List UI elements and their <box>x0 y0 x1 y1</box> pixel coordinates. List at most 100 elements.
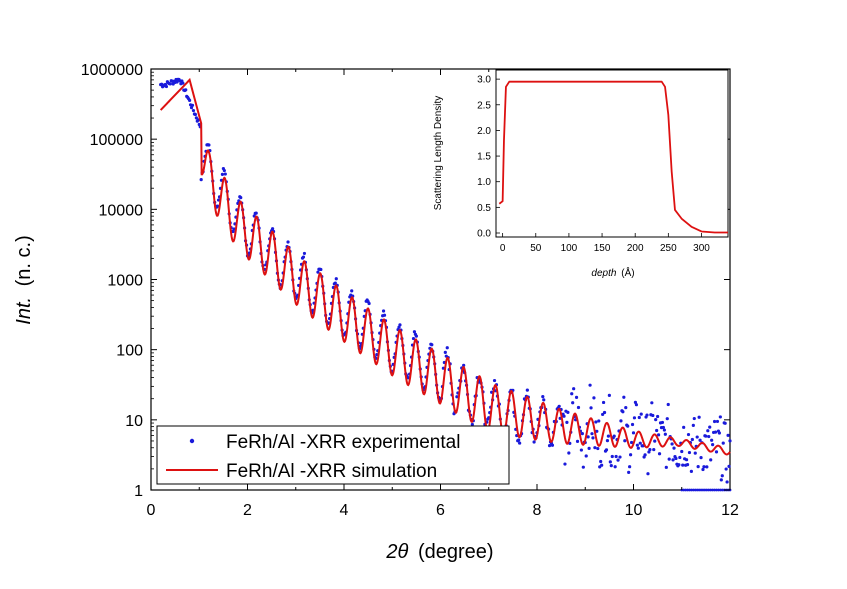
experimental-point <box>651 413 655 418</box>
experimental-point <box>629 453 633 457</box>
experimental-point <box>717 431 721 435</box>
experimental-point <box>445 346 449 350</box>
legend: FeRh/Al -XRR experimental FeRh/Al -XRR s… <box>156 425 510 485</box>
experimental-point <box>697 415 701 419</box>
inset-y-tick-label: 0.5 <box>477 203 491 214</box>
y-tick-label: 10 <box>125 413 143 430</box>
experimental-point <box>636 446 640 450</box>
experimental-point <box>164 84 169 89</box>
experimental-point <box>334 277 338 281</box>
inset-x-axis-ticks: 0 50 100 150 200 250 300 <box>500 233 710 254</box>
experimental-point <box>622 395 626 399</box>
experimental-point <box>443 350 447 354</box>
experimental-point <box>232 227 236 231</box>
experimental-point <box>715 488 718 492</box>
experimental-point <box>692 416 696 421</box>
experimental-point <box>677 463 681 467</box>
experimental-point <box>713 488 716 492</box>
experimental-point <box>301 255 306 259</box>
experimental-point <box>607 393 611 397</box>
experimental-point <box>596 446 600 451</box>
experimental-point <box>525 388 529 392</box>
experimental-point <box>319 267 323 272</box>
experimental-point <box>696 464 700 469</box>
inset-y-tick-label: 0.0 <box>477 229 491 240</box>
experimental-point <box>239 196 243 200</box>
y-tick-label: 1 <box>134 483 143 500</box>
experimental-point <box>718 488 722 492</box>
experimental-point <box>616 458 620 462</box>
experimental-point <box>695 435 699 439</box>
experimental-point <box>381 309 386 313</box>
experimental-point <box>254 211 258 215</box>
experimental-point <box>680 449 684 454</box>
experimental-point <box>220 172 225 177</box>
y-axis-title: Int. (n. c.) <box>13 235 35 324</box>
experimental-point <box>542 398 546 402</box>
experimental-point <box>350 289 354 293</box>
experimental-point <box>492 378 497 383</box>
experimental-point <box>601 400 606 405</box>
experimental-point <box>693 451 697 455</box>
experimental-point <box>587 446 591 450</box>
y-tick-label: 100 <box>116 343 143 360</box>
experimental-point <box>650 401 654 405</box>
experimental-point <box>606 434 611 438</box>
experimental-point <box>599 459 603 464</box>
experimental-point <box>660 420 665 425</box>
experimental-point <box>593 446 597 450</box>
experimental-point <box>656 414 660 419</box>
experimental-point <box>711 488 715 492</box>
experimental-point <box>689 469 694 473</box>
y-axis-unit: (n. c.) <box>13 235 35 286</box>
experimental-point <box>706 429 710 433</box>
experimental-point <box>592 396 596 400</box>
experimental-point <box>691 488 695 492</box>
experimental-point <box>704 434 708 438</box>
experimental-point <box>580 432 584 436</box>
experimental-point <box>181 81 185 85</box>
experimental-point <box>693 488 697 492</box>
experimental-point <box>589 406 593 410</box>
x-tick-label: 2 <box>243 502 252 519</box>
experimental-point <box>703 488 707 492</box>
inset-x-tick-label: 250 <box>660 243 677 254</box>
experimental-point <box>637 415 641 420</box>
experimental-point <box>682 488 686 492</box>
experimental-point <box>470 422 474 427</box>
experimental-point <box>333 281 337 285</box>
inset-curve <box>498 80 728 234</box>
experimental-point <box>627 470 631 474</box>
experimental-point <box>532 440 536 444</box>
experimental-point <box>367 301 371 306</box>
experimental-point <box>184 88 188 92</box>
main-curves <box>159 77 732 492</box>
experimental-point <box>602 410 607 415</box>
experimental-point <box>614 454 618 459</box>
experimental-point <box>662 428 666 432</box>
experimental-point <box>632 416 637 420</box>
experimental-point <box>707 488 711 492</box>
x-tick-label: 0 <box>147 502 156 519</box>
inset-y-axis-ticks: 0.0 0.5 1.0 1.5 2.0 2.5 3.0 <box>477 75 500 240</box>
experimental-point <box>712 419 717 424</box>
main-x-axis-ticks: 0 2 4 6 8 10 12 <box>147 69 739 519</box>
experimental-point <box>430 343 434 347</box>
experimental-point <box>727 464 731 468</box>
experimental-point <box>695 488 699 492</box>
experimental-point <box>645 413 649 417</box>
experimental-point <box>608 460 612 464</box>
inset-x-tick-label: 50 <box>530 243 542 254</box>
experimental-point <box>576 405 581 410</box>
experimental-point <box>563 462 567 466</box>
experimental-point <box>720 474 724 478</box>
experimental-point <box>584 454 588 458</box>
inset-y-axis-title: Scattering Length Density <box>433 96 444 211</box>
experimental-point <box>567 451 571 455</box>
experimental-point <box>612 434 616 438</box>
experimental-point <box>579 448 583 452</box>
inset-x-axis-italic: depth <box>591 268 616 279</box>
experimental-point <box>666 402 670 407</box>
experimental-point <box>557 404 561 408</box>
